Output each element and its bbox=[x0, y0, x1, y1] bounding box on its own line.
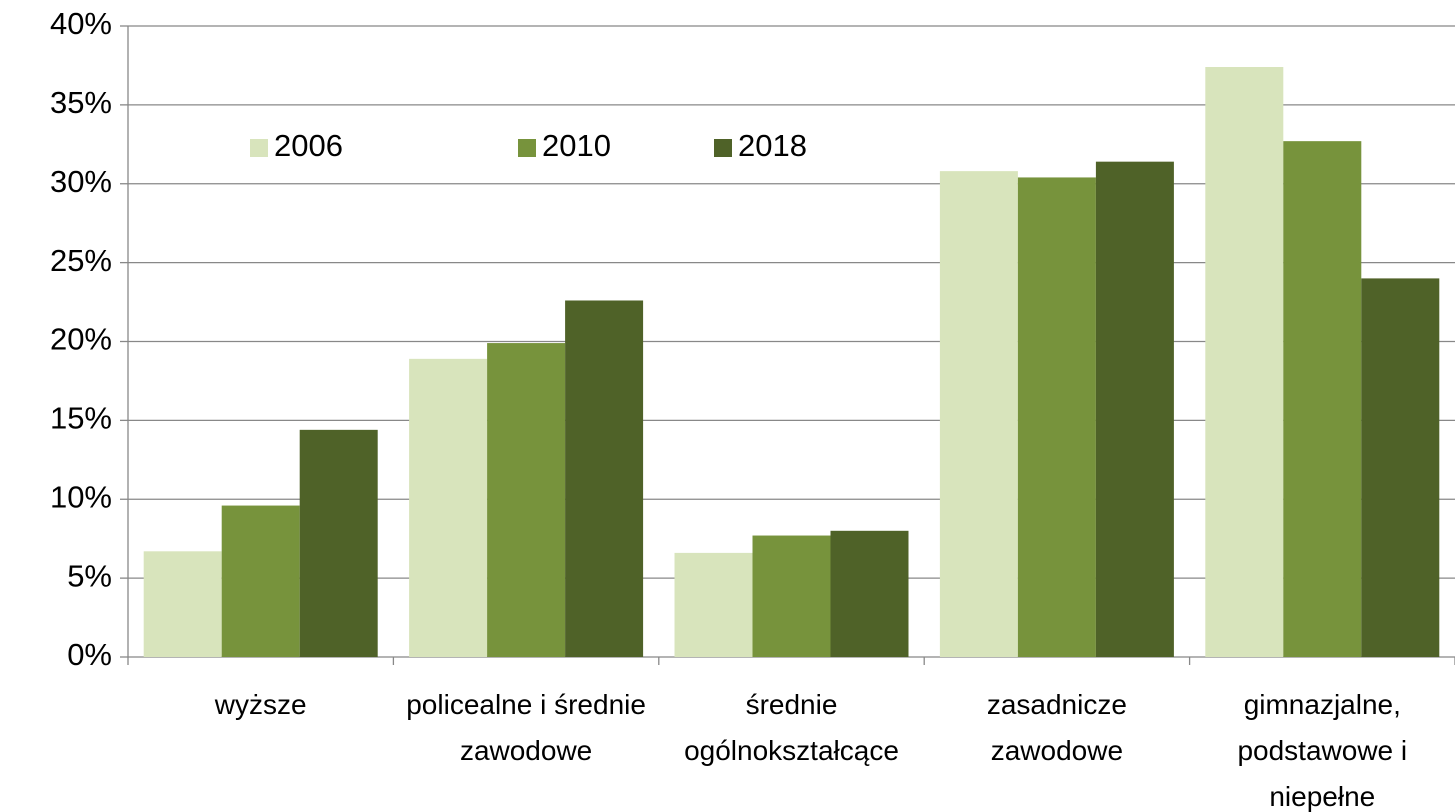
legend-swatch bbox=[250, 139, 268, 157]
legend-label: 2018 bbox=[738, 128, 807, 163]
bar bbox=[752, 535, 831, 657]
y-tick-label: 40% bbox=[50, 6, 112, 41]
y-tick-label: 35% bbox=[50, 85, 112, 120]
bar bbox=[487, 343, 566, 657]
bar bbox=[1095, 161, 1174, 658]
bar bbox=[299, 429, 378, 657]
bar bbox=[1017, 177, 1096, 657]
y-tick-label: 10% bbox=[50, 479, 112, 514]
bar bbox=[221, 505, 300, 657]
bar bbox=[674, 552, 753, 657]
bar bbox=[1205, 67, 1284, 657]
legend-swatch bbox=[714, 139, 732, 157]
bar bbox=[409, 358, 488, 657]
y-tick-label: 5% bbox=[67, 558, 112, 593]
legend-swatch bbox=[518, 139, 536, 157]
y-tick-label: 30% bbox=[50, 164, 112, 199]
x-tick-label: zasadnicze zawodowe bbox=[986, 689, 1127, 766]
y-tick-label: 20% bbox=[50, 322, 112, 357]
bar bbox=[1283, 141, 1362, 658]
x-tick-label: średnie ogólnokształcące bbox=[684, 689, 899, 766]
bar bbox=[143, 551, 222, 657]
y-tick-label: 15% bbox=[50, 401, 112, 436]
bar bbox=[939, 171, 1018, 657]
bar bbox=[830, 530, 909, 657]
y-tick-label: 0% bbox=[67, 637, 112, 672]
y-tick-label: 25% bbox=[50, 243, 112, 278]
x-tick-label: policealne i średnie zawodowe bbox=[406, 689, 646, 766]
legend-label: 2006 bbox=[274, 128, 343, 163]
x-tick-label: wyższe bbox=[214, 689, 307, 720]
bar bbox=[565, 300, 644, 657]
bar bbox=[1361, 278, 1440, 657]
legend-label: 2010 bbox=[542, 128, 611, 163]
x-tick-label: gimnazjalne, podstawowe i niepełne bbox=[1237, 689, 1408, 812]
